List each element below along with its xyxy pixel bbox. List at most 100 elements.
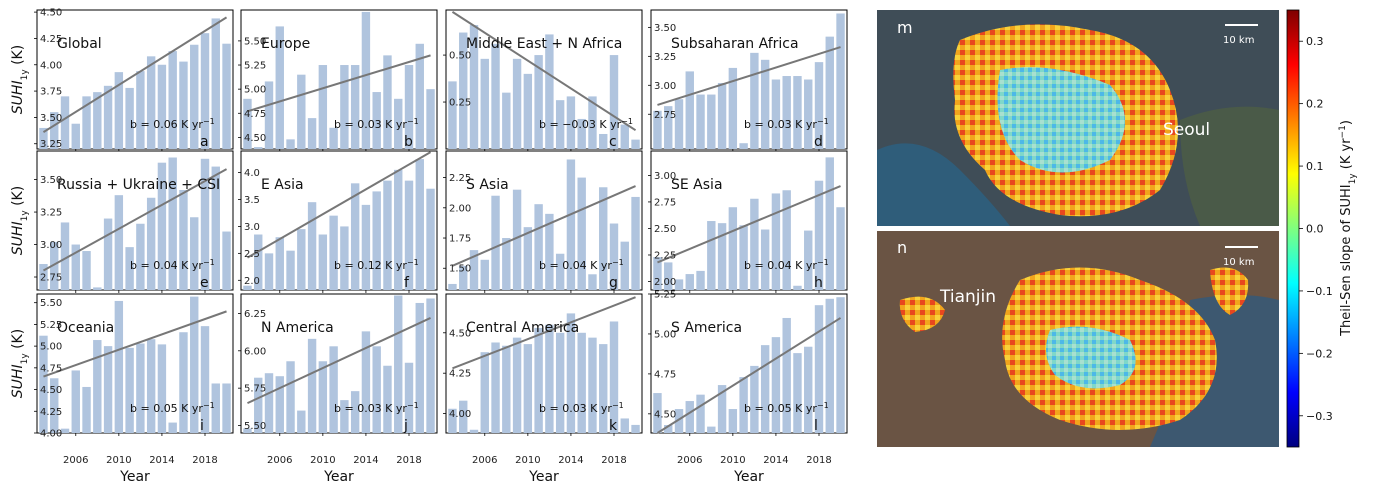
- panel-letter: l: [814, 418, 818, 434]
- bar-2006: [275, 26, 284, 149]
- panel-letter: k: [609, 418, 618, 434]
- terrain-area: [1180, 106, 1279, 226]
- bar-2010: [114, 300, 124, 433]
- bar-2010: [318, 65, 328, 149]
- bar-2005: [674, 99, 684, 149]
- panel-frame: [445, 9, 643, 150]
- bar-2014: [771, 79, 781, 149]
- bar-2004: [254, 234, 263, 290]
- bar-2019: [415, 159, 424, 290]
- bar-2018: [200, 158, 210, 290]
- bar-2020: [426, 89, 435, 149]
- bar-2011: [534, 204, 543, 290]
- bar-2010: [728, 67, 738, 149]
- bar-2019: [415, 302, 424, 433]
- bar-2003: [448, 408, 457, 433]
- bar-2010: [114, 72, 124, 149]
- slope-label: b = 0.03 K yr−1: [744, 117, 829, 132]
- trend-line: [452, 296, 636, 370]
- y-tick-label: 2.00: [654, 277, 676, 288]
- panel-letter: c: [609, 134, 617, 150]
- bar-2015: [372, 346, 381, 433]
- bar-2015: [372, 92, 381, 149]
- y-tick-label: 2.25: [449, 173, 471, 184]
- sea-area: [877, 143, 1010, 226]
- bar-2020: [222, 43, 231, 149]
- trend-line: [656, 317, 842, 434]
- bar-2003: [39, 335, 48, 433]
- bar-2008: [93, 287, 102, 290]
- bar-2003: [39, 264, 48, 290]
- y-tick-label: 4.25: [449, 369, 471, 380]
- city-label-tianjin: Tianjin: [939, 287, 996, 307]
- bar-2013: [146, 339, 156, 433]
- bar-2005: [60, 222, 70, 290]
- trend-line: [657, 185, 841, 264]
- y-tick-label: 4.50: [449, 328, 471, 339]
- y-tick-label: 2.75: [654, 197, 676, 208]
- slope-label: b = 0.04 K yr−1: [539, 258, 624, 273]
- y-tick-label: 4.00: [449, 409, 471, 420]
- city-label-seoul: Seoul: [1163, 120, 1210, 140]
- bar-2017: [190, 44, 199, 149]
- x-tick-label: 2006: [267, 455, 292, 466]
- panel-title: N America: [261, 320, 334, 336]
- bar-2009: [512, 337, 522, 433]
- bar-2014: [771, 193, 781, 290]
- bar-2007: [696, 94, 705, 149]
- bar-2015: [782, 76, 791, 149]
- bar-2015: [372, 191, 381, 290]
- bar-2016: [383, 55, 392, 149]
- slope-label: b = 0.04 K yr−1: [744, 258, 829, 273]
- bar-2007: [286, 139, 295, 149]
- bar-2019: [211, 166, 220, 290]
- bar-2010: [728, 207, 738, 290]
- bar-2007: [696, 394, 705, 433]
- bar-2019: [211, 383, 220, 433]
- bar-2004: [459, 265, 468, 290]
- panel-letter: h: [814, 275, 823, 291]
- x-tick-label: 2006: [472, 455, 497, 466]
- bar-2014: [157, 162, 167, 290]
- slope-label: b = 0.05 K yr−1: [130, 401, 215, 416]
- bar-2020: [631, 139, 640, 149]
- bar-2005: [469, 25, 479, 150]
- bar-2004: [664, 262, 673, 290]
- bar-2019: [415, 43, 424, 149]
- bar-2010: [523, 73, 533, 149]
- trend-line: [657, 46, 841, 106]
- y-axis-labels: SUHI1y (K) SUHI1y (K) SUHI1y (K): [10, 45, 30, 398]
- bar-2013: [350, 391, 360, 433]
- bar-2004: [664, 425, 673, 433]
- bar-2008: [93, 92, 102, 149]
- bar-2011: [329, 346, 338, 433]
- bar-2020: [836, 13, 845, 149]
- bar-2003: [653, 393, 662, 433]
- chart-panel-j: 5.50 5.75 6.00 6.25N America b = 0.03 K yr−1…: [238, 293, 438, 436]
- x-tick-label: 2014: [149, 455, 174, 466]
- y-tick-label: 4.00: [40, 60, 62, 71]
- panel-frame: [240, 293, 438, 434]
- y-tick-label: 6.00: [244, 346, 266, 357]
- colorbar-tick-label: 0.1: [1306, 160, 1324, 173]
- bar-2015: [577, 177, 586, 290]
- bar-2009: [307, 202, 317, 290]
- trend-line: [247, 317, 431, 405]
- bar-2014: [157, 344, 167, 433]
- bar-2003: [653, 110, 662, 149]
- bar-2009: [717, 82, 727, 149]
- bar-2004: [664, 106, 673, 149]
- bar-2010: [114, 195, 124, 290]
- bar-2004: [459, 400, 468, 433]
- y-tick-label: 4.0: [244, 168, 260, 179]
- bar-2011: [534, 55, 543, 149]
- bar-2014: [361, 11, 371, 149]
- bar-2018: [814, 62, 824, 149]
- y-tick-label: 1.50: [449, 264, 471, 275]
- bar-2017: [190, 217, 199, 290]
- bar-2007: [491, 342, 500, 433]
- bar-2020: [631, 424, 640, 433]
- y-tick-label: 4.25: [40, 407, 62, 418]
- x-tick-label: 2010: [720, 455, 745, 466]
